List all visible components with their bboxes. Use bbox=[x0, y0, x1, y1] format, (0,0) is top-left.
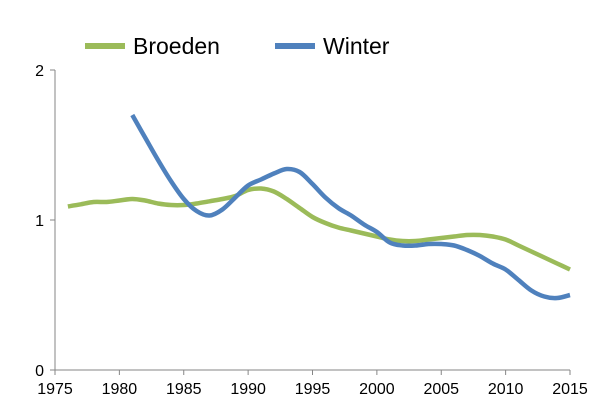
series-line-winter bbox=[130, 113, 571, 301]
legend-label-broeden: Broeden bbox=[133, 33, 220, 59]
x-tick-label: 2000 bbox=[359, 381, 395, 398]
x-tick-label: 2005 bbox=[423, 381, 459, 398]
x-tick-label: 2015 bbox=[552, 381, 588, 398]
axes bbox=[54, 70, 570, 371]
y-tick-label: 1 bbox=[35, 213, 44, 230]
x-tick-label: 1995 bbox=[295, 381, 331, 398]
y-axis-ticks: 0 1 2 bbox=[35, 63, 55, 380]
y-tick-label: 0 bbox=[35, 363, 44, 380]
x-tick-label: 2010 bbox=[488, 381, 524, 398]
series-lines bbox=[67, 113, 571, 301]
series-line-broeden bbox=[67, 186, 571, 272]
x-tick-label: 1975 bbox=[37, 381, 73, 398]
legend: Broeden Winter bbox=[85, 33, 390, 59]
x-tick-label: 1990 bbox=[230, 381, 266, 398]
y-tick-label: 2 bbox=[35, 63, 44, 80]
x-tick-label: 1980 bbox=[102, 381, 138, 398]
x-axis-ticks: 1975 1980 1985 1990 1995 2000 2005 2010 2015 bbox=[37, 370, 588, 398]
x-tick-label: 1985 bbox=[166, 381, 202, 398]
legend-label-winter: Winter bbox=[323, 33, 390, 59]
